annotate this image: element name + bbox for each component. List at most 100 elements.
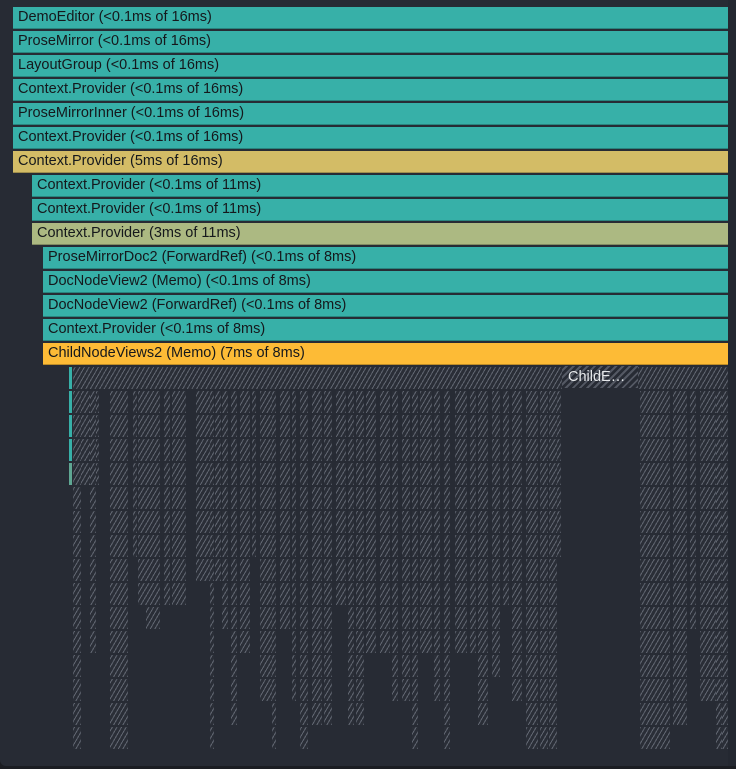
flame-bar-doc-node-view2-memo[interactable]: DocNodeView2 (Memo) (<0.1ms of 8ms) — [43, 271, 728, 293]
hatched-bar — [444, 463, 450, 485]
hatched-bar — [300, 511, 308, 533]
hatched-bar — [215, 511, 221, 533]
hatched-bar — [549, 631, 557, 653]
hatched-bar — [300, 439, 308, 461]
hatched-bar — [700, 631, 716, 653]
hatched-bar — [444, 631, 450, 653]
hatched-bar — [690, 415, 696, 437]
hatched-bar — [380, 439, 390, 461]
hatched-bar — [503, 559, 509, 581]
flame-bar-context-provider[interactable]: Context.Provider (<0.1ms of 11ms) — [32, 199, 728, 221]
hatched-bar — [420, 415, 432, 437]
flame-bar-context-provider-3ms[interactable]: Context.Provider (3ms of 11ms) — [32, 223, 728, 245]
hatched-bar — [478, 655, 488, 677]
hatched-bar — [312, 703, 322, 725]
hatched-bar — [549, 727, 557, 749]
hatched-bar — [280, 439, 290, 461]
flame-bar-prosemirror[interactable]: ProseMirror (<0.1ms of 16ms) — [13, 31, 728, 53]
hatched-bar — [324, 535, 332, 557]
hatched-bar — [73, 607, 81, 629]
hatched-bar — [356, 463, 364, 485]
hatched-bar — [673, 703, 687, 725]
hatched-bar — [503, 415, 509, 437]
hatched-bar — [164, 415, 170, 437]
hatched-bar — [210, 607, 214, 629]
flame-bar-context-provider[interactable]: Context.Provider (<0.1ms of 8ms) — [43, 319, 728, 341]
flame-bar-prosemirror-doc2[interactable]: ProseMirrorDoc2 (ForwardRef) (<0.1ms of … — [43, 247, 728, 269]
hatched-bar — [392, 679, 398, 701]
hatched-bar — [280, 607, 290, 629]
hatched-bar — [196, 487, 210, 509]
flame-bar-tiny[interactable] — [69, 391, 72, 413]
hatched-bar — [348, 607, 354, 629]
hatched-bar — [434, 583, 440, 605]
flame-bar-doc-node-view2-forwardref[interactable]: DocNodeView2 (ForwardRef) (<0.1ms of 8ms… — [43, 295, 728, 317]
hatched-bar — [133, 391, 137, 413]
flame-bar-demo-editor[interactable]: DemoEditor (<0.1ms of 16ms) — [13, 7, 728, 29]
flame-bar-prosemirror-inner[interactable]: ProseMirrorInner (<0.1ms of 16ms) — [13, 103, 728, 125]
hatched-bar — [231, 463, 237, 485]
flame-bar-context-provider[interactable]: Context.Provider (<0.1ms of 11ms) — [32, 175, 728, 197]
hatched-bar — [412, 631, 418, 653]
hatched-bar — [673, 439, 687, 461]
hatched-bar — [272, 415, 276, 437]
hatched-bar — [420, 487, 432, 509]
hatched-bar — [478, 463, 488, 485]
hatched-bar — [412, 679, 418, 701]
hatched-bar — [716, 583, 722, 605]
flame-bar-layout-group[interactable]: LayoutGroup (<0.1ms of 16ms) — [13, 55, 728, 77]
flame-bar-tiny[interactable] — [69, 439, 72, 461]
hatched-bar — [444, 439, 450, 461]
hatched-bar — [110, 511, 128, 533]
hatched-bar — [300, 391, 308, 413]
hatched-bar — [716, 655, 722, 677]
hatched-bar — [492, 511, 500, 533]
flame-bar-context-provider-5ms[interactable]: Context.Provider (5ms of 16ms) — [13, 151, 728, 173]
flame-bar-tiny[interactable] — [69, 463, 72, 485]
hatched-bar — [272, 607, 276, 629]
hatched-bar — [138, 415, 146, 437]
hatched-bar — [90, 463, 96, 485]
hatched-bar — [215, 487, 221, 509]
hatched-bar — [146, 559, 160, 581]
flame-bar-context-provider[interactable]: Context.Provider (<0.1ms of 16ms) — [13, 127, 728, 149]
hatched-bar — [110, 559, 128, 581]
hatched-bar — [110, 415, 128, 437]
hatched-bar — [196, 391, 210, 413]
hatched-bar — [434, 511, 440, 533]
hatched-bar — [146, 463, 160, 485]
hatched-bar — [280, 487, 290, 509]
hatched-bar — [526, 607, 538, 629]
hatched-bar — [336, 463, 346, 485]
hatched-bar — [348, 535, 354, 557]
hatched-bar — [90, 631, 96, 653]
hatched-bar — [420, 391, 432, 413]
flame-bar-tiny[interactable] — [69, 415, 72, 437]
hatched-bar — [700, 583, 716, 605]
flame-bar-child-node-views2[interactable]: ChildNodeViews2 (Memo) (7ms of 8ms) — [43, 343, 728, 365]
hatched-bar — [73, 703, 81, 725]
hatched-bar — [540, 607, 548, 629]
flame-bar-child-e-collapsed[interactable]: ChildE… — [562, 366, 638, 388]
hatched-bar — [110, 391, 128, 413]
hatched-bar — [455, 535, 467, 557]
hatched-bar — [640, 415, 670, 437]
hatched-bar — [549, 487, 557, 509]
flame-bar-tiny[interactable] — [69, 367, 72, 389]
hatched-bar — [231, 631, 237, 653]
hatched-bar — [420, 439, 432, 461]
hatched-bar — [412, 703, 418, 725]
hatched-bar — [138, 391, 146, 413]
hatched-bar — [222, 439, 228, 461]
hatched-bar — [210, 679, 214, 701]
hatched-bar — [455, 583, 467, 605]
hatched-bar — [549, 439, 557, 461]
hatched-bar — [716, 463, 722, 485]
hatched-bar — [300, 487, 308, 509]
flame-bar-context-provider[interactable]: Context.Provider (<0.1ms of 16ms) — [13, 79, 728, 101]
hatched-bar — [222, 583, 228, 605]
hatched-bar — [210, 727, 214, 749]
hatched-bar — [503, 535, 509, 557]
hatched-bar — [164, 463, 170, 485]
hatched-bar — [210, 703, 214, 725]
